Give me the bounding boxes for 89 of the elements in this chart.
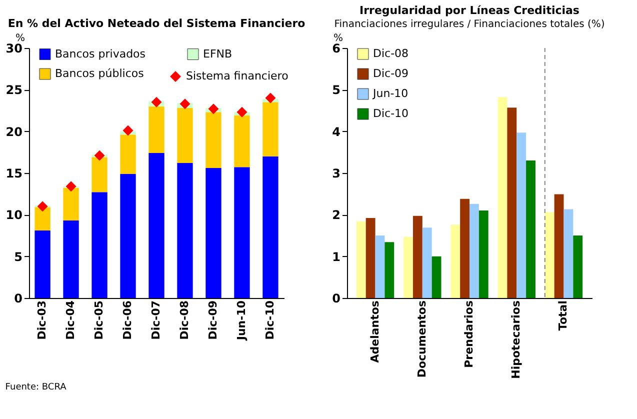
bar xyxy=(234,116,250,168)
x-tick-label: Dic-05 xyxy=(92,300,106,340)
bar xyxy=(148,153,164,298)
bar xyxy=(404,236,413,298)
y-tick-label: 30 xyxy=(6,42,22,56)
x-tick-label: Adelantos xyxy=(368,300,382,363)
legend-label: Bancos públicos xyxy=(55,67,144,80)
point xyxy=(180,98,190,110)
point xyxy=(94,150,105,161)
legend-label: Dic-09 xyxy=(373,67,409,80)
bar xyxy=(432,256,442,298)
y-tick-label: 1 xyxy=(332,250,340,264)
bar xyxy=(92,192,108,298)
point xyxy=(37,201,48,212)
bar xyxy=(262,102,278,156)
bar xyxy=(63,188,79,220)
y-tick-label: 5 xyxy=(14,250,22,264)
legend-label: Bancos privados xyxy=(55,47,146,60)
bar xyxy=(234,167,250,298)
x-tick-label: Dic-07 xyxy=(150,300,162,340)
y-tick-label: 15 xyxy=(6,166,22,180)
bar xyxy=(564,209,574,298)
bar xyxy=(92,157,108,192)
bar xyxy=(34,230,50,298)
y-axis-title: % xyxy=(333,33,343,44)
bar xyxy=(120,174,136,298)
x-tick-label: Dic-08 xyxy=(178,300,191,340)
bar xyxy=(206,112,222,168)
x-tick-label: Total xyxy=(556,300,570,331)
legend-label: EFNB xyxy=(203,47,232,60)
legend-label: Dic-10 xyxy=(373,107,409,120)
x-tick-label: Prendarios xyxy=(462,300,476,368)
bar xyxy=(544,212,554,298)
bar xyxy=(375,236,385,298)
bar xyxy=(498,97,508,298)
bar xyxy=(470,204,479,298)
x-tick-label: Documentos xyxy=(415,300,428,378)
bar xyxy=(384,242,394,298)
bar xyxy=(554,194,564,298)
chart-subtitle: Financiaciones irregulares / Financiaciones totales (%) xyxy=(334,19,605,30)
point xyxy=(122,125,134,136)
x-tick-label: Dic-10 xyxy=(263,300,276,340)
chart-title: En % del Activo Neteado del Sistema Financiero xyxy=(8,17,306,30)
x-tick-label: Dic-03 xyxy=(36,300,49,340)
point xyxy=(265,92,276,104)
bar xyxy=(148,106,164,153)
legend-label: Sistema financiero xyxy=(186,70,289,82)
bar xyxy=(526,160,536,298)
y-tick-label: 3 xyxy=(332,166,340,180)
bar xyxy=(422,228,432,298)
legend-label: Jun-10 xyxy=(372,87,408,100)
point xyxy=(151,96,162,108)
x-tick-label: Dic-09 xyxy=(206,300,220,340)
bar xyxy=(573,236,583,298)
bar xyxy=(356,221,366,298)
bar xyxy=(478,210,488,298)
y-axis-title: % xyxy=(15,33,25,44)
bar xyxy=(366,218,376,298)
x-tick-label: Dic-04 xyxy=(64,300,78,340)
legend-label: Dic-08 xyxy=(373,47,409,60)
bar xyxy=(516,132,526,298)
point xyxy=(66,181,76,192)
bar xyxy=(262,156,278,298)
bar xyxy=(507,108,517,298)
y-tick-label: 0 xyxy=(332,292,340,306)
bar xyxy=(460,198,470,298)
bar xyxy=(206,168,222,298)
y-tick-label: 20 xyxy=(6,124,22,139)
bar xyxy=(412,216,422,298)
y-tick-label: 4 xyxy=(332,124,340,139)
source-note: Fuente: BCRA xyxy=(5,382,68,392)
y-tick-label: 0 xyxy=(14,292,22,306)
y-tick-label: 2 xyxy=(332,208,340,222)
chart-title: Irregularidad por Líneas Crediticias xyxy=(360,4,580,17)
point xyxy=(208,104,219,114)
bar xyxy=(177,163,193,298)
x-tick-label: Jun-10 xyxy=(234,300,248,342)
bar xyxy=(120,134,136,174)
bar xyxy=(177,108,193,163)
point xyxy=(236,106,248,118)
x-tick-label: Dic-06 xyxy=(121,300,134,340)
bar xyxy=(450,224,460,298)
y-tick-label: 5 xyxy=(332,83,340,98)
bar xyxy=(63,220,79,298)
y-tick-label: 6 xyxy=(332,42,340,56)
y-tick-label: 10 xyxy=(6,208,22,222)
bar xyxy=(34,207,50,230)
y-tick-label: 25 xyxy=(6,83,22,98)
x-tick-label: Hipotecarios xyxy=(510,300,523,379)
